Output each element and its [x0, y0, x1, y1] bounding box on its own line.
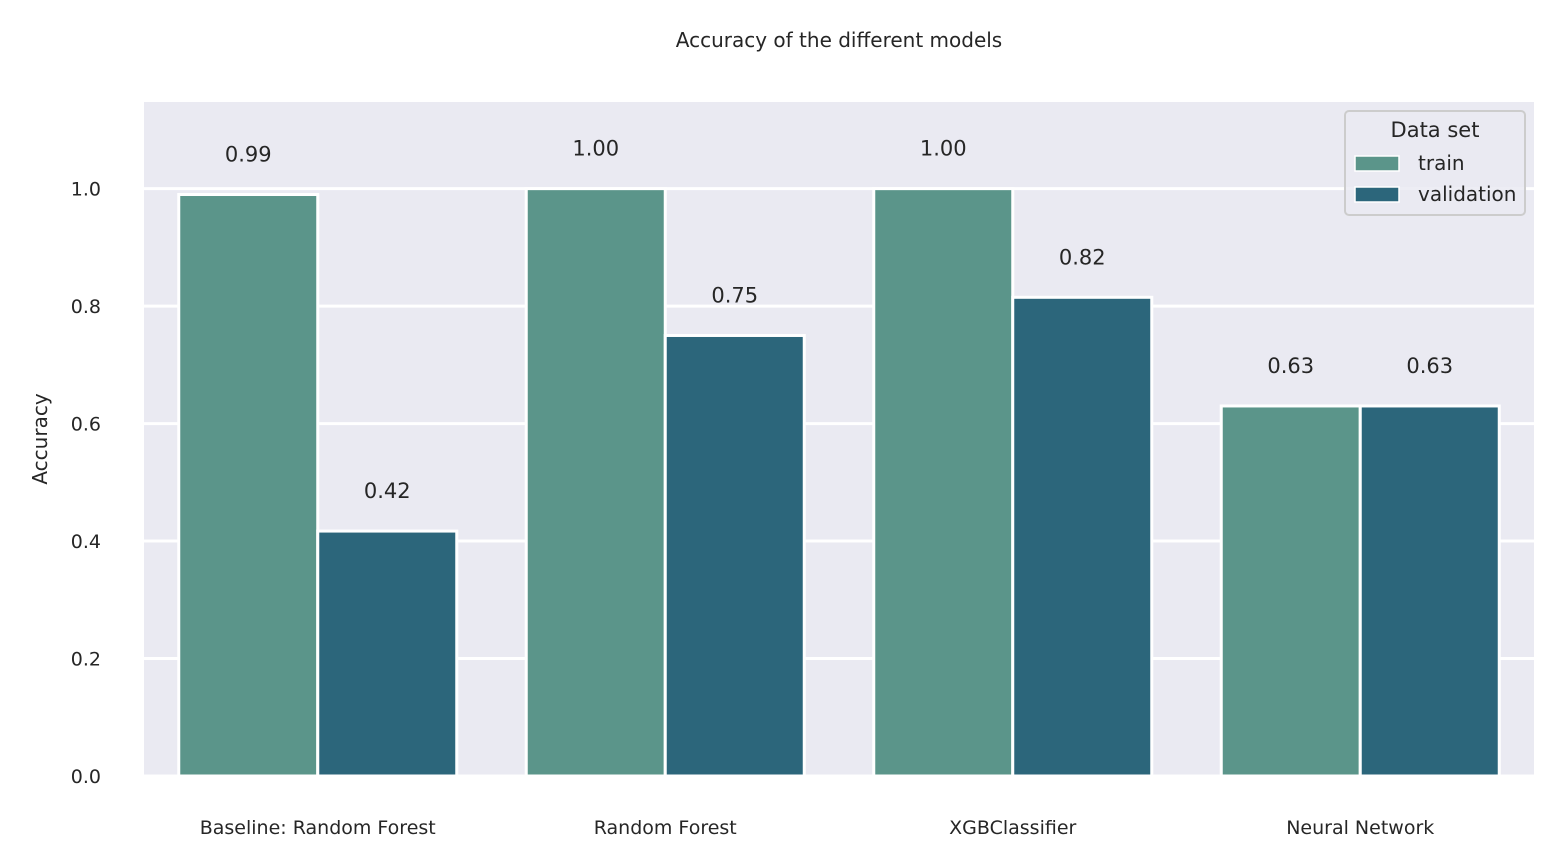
bars	[177, 187, 1501, 778]
legend-entries: train validation	[1354, 151, 1516, 206]
bar-train-2	[872, 187, 1015, 778]
bar-value-labels: 0.99 0.42 1.00 0.75 1.00 0.82 0.63 0.63	[225, 137, 1453, 503]
bar-value-label: 0.42	[364, 479, 411, 503]
chart-title: Accuracy of the different models	[676, 28, 1002, 52]
y-tick-label: 0.8	[71, 296, 101, 318]
y-tick-label: 0.0	[71, 766, 101, 788]
x-tick-label: Random Forest	[594, 817, 737, 839]
bar-value-label: 1.00	[920, 137, 967, 161]
x-axis-ticks: Baseline: Random Forest Random Forest XGBC…	[200, 817, 1435, 839]
legend-swatch-train	[1354, 155, 1400, 172]
y-axis-ticks: 0.0 0.2 0.4 0.6 0.8 1.0	[71, 179, 101, 788]
bar-value-label: 0.99	[225, 143, 272, 167]
x-tick-label: XGBClassifier	[949, 817, 1076, 839]
x-tick-label: Neural Network	[1286, 817, 1434, 839]
bar-value-label: 0.63	[1406, 354, 1453, 378]
legend: Data set train validation	[1344, 110, 1526, 216]
bar-train-3	[1219, 404, 1362, 778]
bar-validation-0	[316, 529, 459, 778]
bar-validation-3	[1358, 404, 1501, 778]
y-tick-label: 0.6	[71, 414, 101, 436]
bar-value-label: 1.00	[572, 137, 619, 161]
legend-label: train	[1418, 151, 1465, 175]
legend-label: validation	[1418, 182, 1516, 206]
bar-value-label: 0.75	[711, 283, 758, 307]
y-tick-label: 0.4	[71, 531, 101, 553]
x-tick-label: Baseline: Random Forest	[200, 817, 436, 839]
bar-train-1	[524, 187, 667, 778]
legend-swatch-validation	[1354, 186, 1400, 203]
bar-value-label: 0.63	[1267, 354, 1314, 378]
legend-title: Data set	[1391, 118, 1480, 142]
bar-value-label: 0.82	[1059, 245, 1106, 269]
bar-validation-2	[1011, 295, 1154, 778]
y-tick-label: 1.0	[71, 179, 101, 201]
bar-train-0	[177, 193, 320, 778]
bar-validation-1	[663, 333, 806, 778]
y-tick-label: 0.2	[71, 649, 101, 671]
y-axis-label: Accuracy	[28, 393, 52, 484]
